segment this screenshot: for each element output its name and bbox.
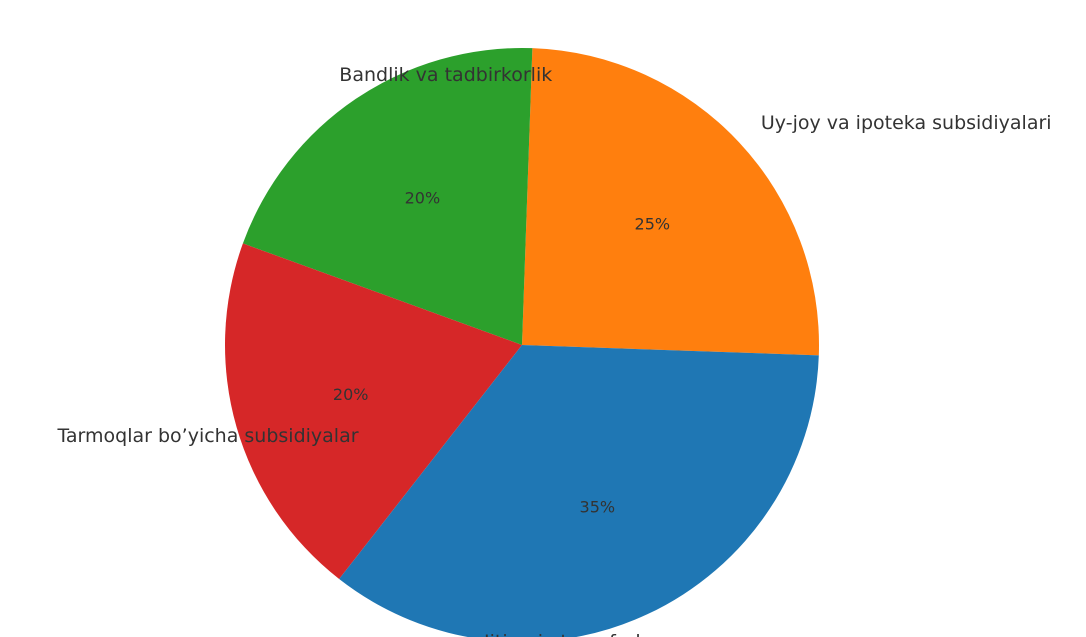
pie-slice-bandlik-va-tadbirkorlik [242,47,533,346]
pie-percent-label: 25% [635,215,671,234]
pie-category-label: Bandlik va tadbirkorlik [339,64,552,86]
pie-slice-ijtimoiy-transferlar [339,345,819,637]
pie-percent-label: 35% [580,498,616,517]
pie-category-label: Tarmoqlar bo’yicha subsidiyalar [56,425,358,447]
pie-percent-label: 20% [405,188,441,207]
pie-category-label: Uy-joy va ipoteka subsidiyalari [761,112,1052,134]
pie-slice-tarmoqlar-bo-yicha-subsidiyalar [224,243,522,580]
pie-percent-label: 20% [333,385,369,404]
pie-category-label: Ijtimoiy transferlar [484,631,660,637]
pie-slice-uy-joy-va-ipoteka-subsidiyalari [522,48,820,356]
pie-slices [224,47,820,637]
pie-labels: 25% Uy-joy va ipoteka subsidiyalari 20% Ban… [56,64,1051,637]
